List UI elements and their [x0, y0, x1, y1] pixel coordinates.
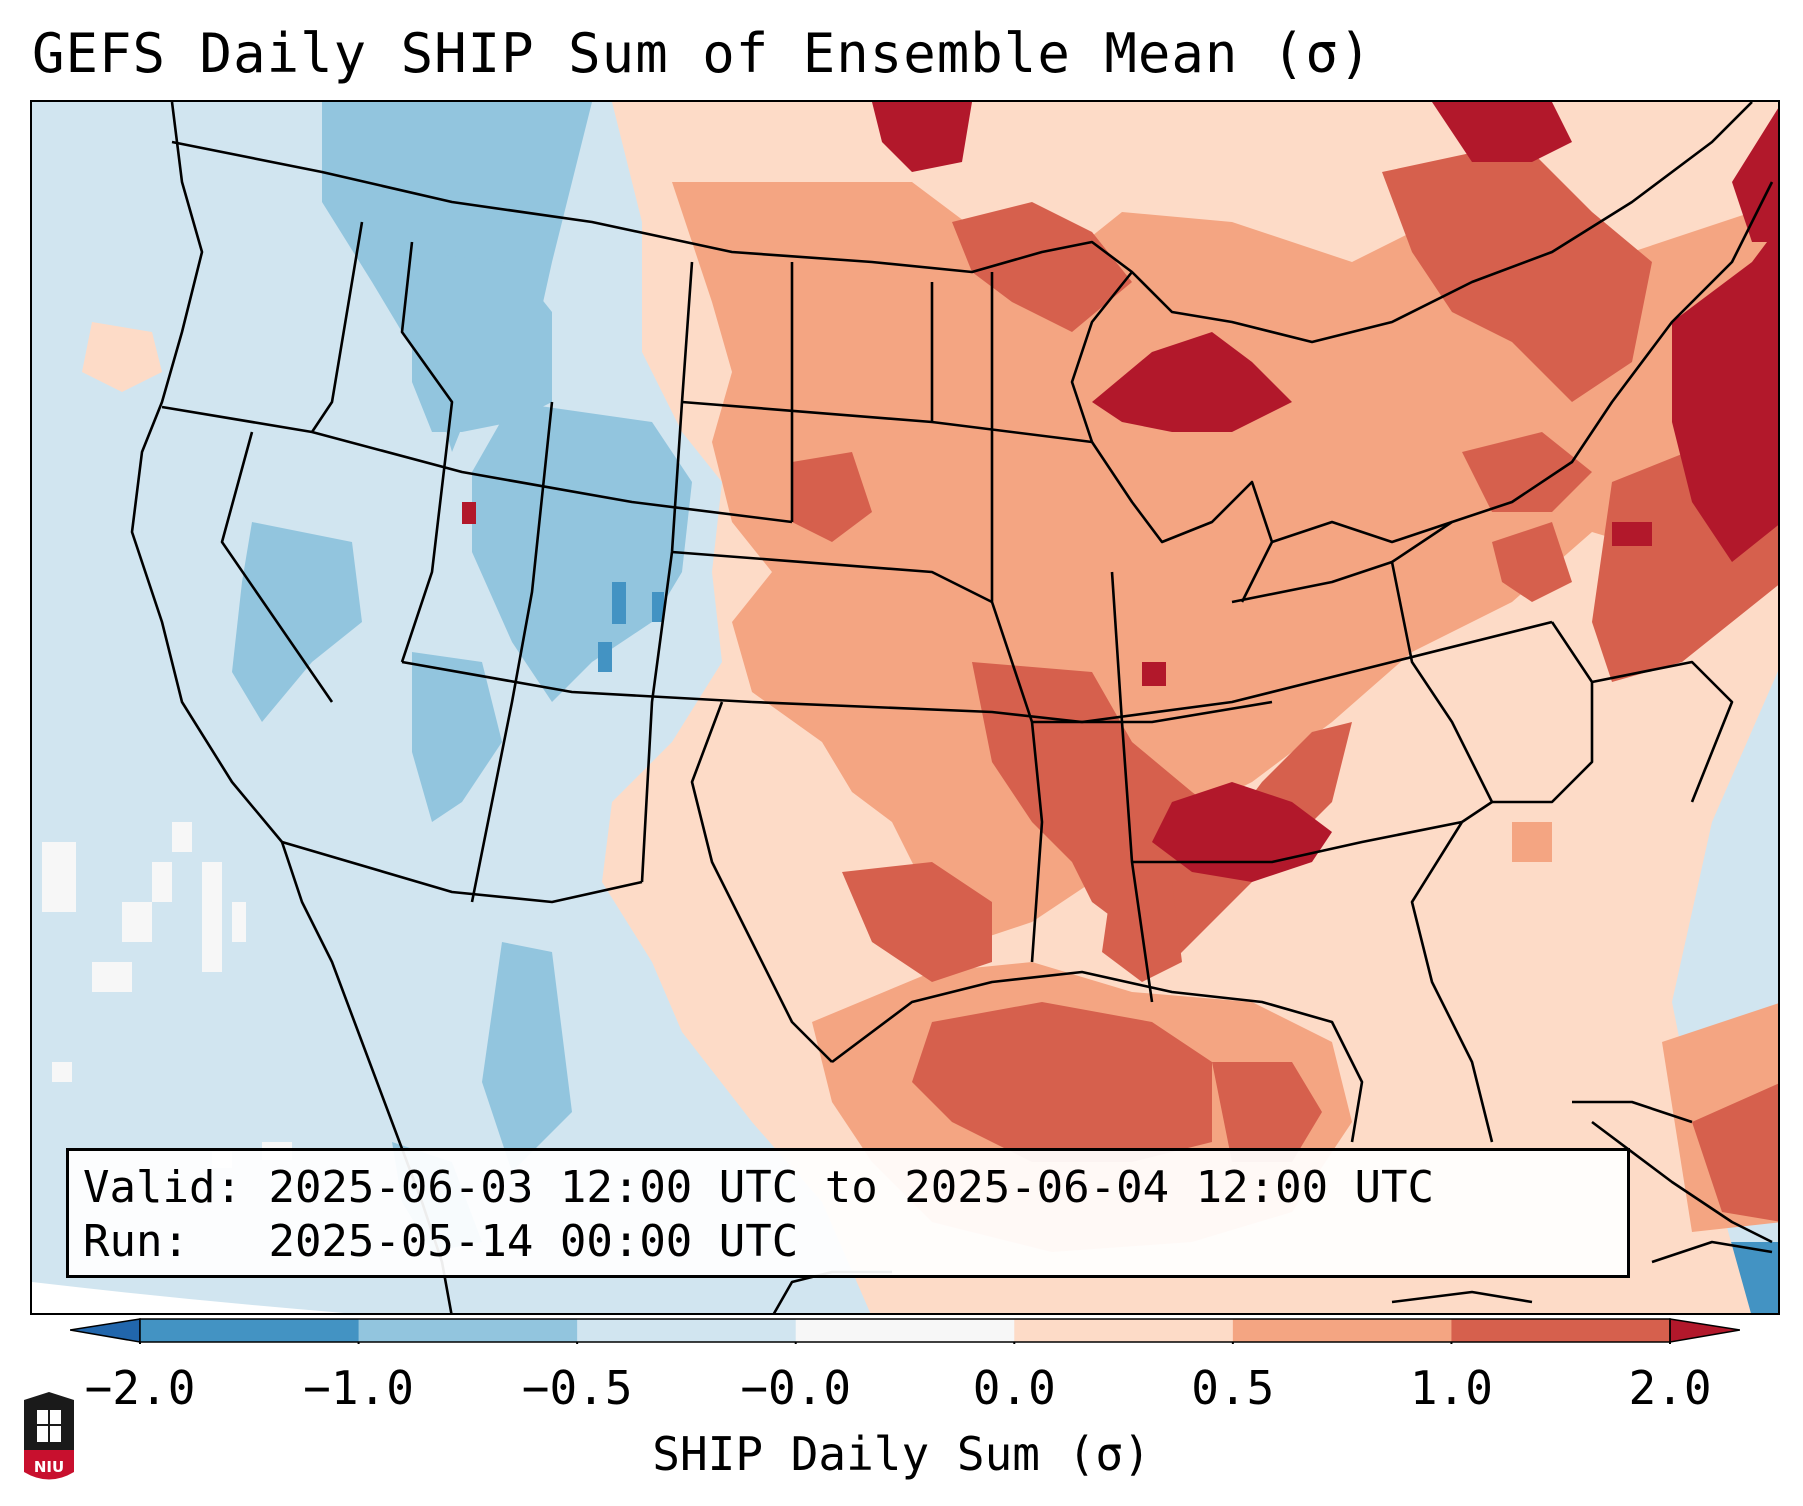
- valid-label: Valid:: [83, 1162, 242, 1213]
- colorbar-tick-label: −2.0: [84, 1361, 196, 1415]
- colorbar-tick-label: 0.0: [972, 1361, 1056, 1415]
- colorbar-tick-label: −1.0: [303, 1361, 414, 1415]
- colorbar-bin: [795, 1319, 1015, 1342]
- colorbar-bin: [577, 1319, 797, 1342]
- logo-shield-bottom: [24, 1450, 74, 1480]
- colorbar-tick-label: −0.0: [740, 1361, 852, 1415]
- colorbar-bin: [1014, 1319, 1234, 1342]
- colorbar-bin: [1232, 1319, 1452, 1342]
- extreme-above-normal-region: [462, 102, 1778, 882]
- logo-window-bar-h: [37, 1424, 61, 1426]
- logo-text: NIU: [34, 1458, 64, 1476]
- colorbar-bin: [358, 1319, 578, 1342]
- colorbar-tick-label: 2.0: [1628, 1361, 1712, 1415]
- chart-title: GEFS Daily SHIP Sum of Ensemble Mean (σ): [32, 22, 1373, 85]
- colorbar-label: SHIP Daily Sum (σ): [652, 1427, 1151, 1481]
- anomaly-map: [32, 102, 1778, 1313]
- projection-edge: [32, 1282, 345, 1313]
- logo-roof: [24, 1392, 74, 1400]
- map-panel: [30, 100, 1780, 1315]
- colorbar-extension-high: [1669, 1318, 1740, 1343]
- validity-info-box: Valid: 2025-06-03 12:00 UTC to 2025-06-0…: [66, 1148, 1630, 1278]
- colorbar-bin: [140, 1319, 360, 1342]
- colorbar-extension-low: [70, 1318, 141, 1343]
- colorbar-tick-label: 1.0: [1409, 1361, 1493, 1415]
- run-value: 2025-05-14 00:00 UTC: [268, 1216, 799, 1267]
- niu-logo: NIU: [24, 1392, 74, 1480]
- colorbar-bin: [1451, 1319, 1671, 1342]
- colorbar-tick-label: 0.5: [1191, 1361, 1275, 1415]
- colorbar-tick-label: −0.5: [521, 1361, 633, 1415]
- run-label: Run:: [83, 1216, 242, 1267]
- valid-value: 2025-06-03 12:00 UTC to 2025-06-04 12:00…: [268, 1162, 1435, 1213]
- colorbar-frame: [139, 1318, 1671, 1343]
- colorbar: [70, 1318, 1740, 1344]
